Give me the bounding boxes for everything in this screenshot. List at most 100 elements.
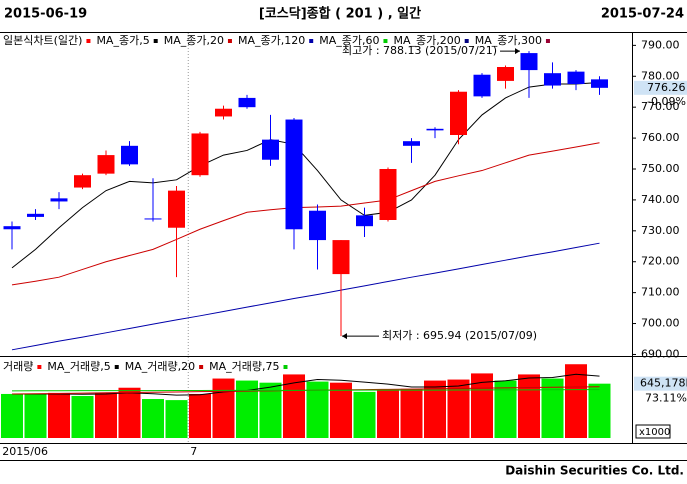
volume-bar bbox=[71, 395, 94, 438]
volume-bar bbox=[306, 381, 329, 438]
legend-dot bbox=[199, 365, 204, 369]
volume-box bbox=[634, 376, 687, 391]
legend-entry: MA_거래량,20 bbox=[125, 360, 195, 373]
y-tick-label: 790.00 bbox=[641, 38, 680, 51]
change-rate: -0.09% bbox=[647, 95, 686, 108]
volume-bar bbox=[353, 391, 376, 438]
legend-dot bbox=[309, 39, 314, 43]
arrow-head bbox=[342, 333, 347, 340]
legend-dot bbox=[383, 39, 388, 43]
legend-entry: MA_종가,120 bbox=[238, 34, 305, 47]
unit-box bbox=[635, 424, 671, 439]
legend-entry: MA_거래량,75 bbox=[209, 360, 279, 373]
candle-body bbox=[144, 218, 162, 220]
low-annotation: 최저가 : 695.94 (2015/07/09) bbox=[382, 329, 537, 342]
legend-dot bbox=[545, 39, 550, 43]
candle-body bbox=[520, 53, 538, 71]
volume-bar bbox=[518, 374, 540, 438]
candle-body bbox=[497, 67, 514, 81]
candle-body bbox=[27, 213, 44, 217]
ma-line bbox=[11, 81, 600, 269]
legend-title: 거래량 bbox=[3, 360, 33, 373]
legend-dot bbox=[114, 365, 119, 369]
end-date: 2015-07-24 bbox=[601, 7, 684, 22]
legend-dot bbox=[37, 365, 42, 369]
footer: Daishin Securities Co. Ltd. bbox=[505, 464, 684, 478]
volume-ratio: 73.11% bbox=[645, 392, 687, 405]
last-price: 776.26 bbox=[647, 81, 686, 94]
candle-body bbox=[215, 108, 232, 117]
candle-body bbox=[450, 91, 467, 135]
y-tick-label: 760.00 bbox=[641, 131, 680, 144]
y-tick-label: 690.00 bbox=[641, 347, 680, 360]
volume-bar bbox=[330, 382, 352, 438]
volume-bar bbox=[424, 380, 446, 438]
volume-bar bbox=[447, 379, 470, 438]
legend-entry: MA_종가,20 bbox=[164, 34, 224, 47]
volume-bar bbox=[541, 378, 564, 438]
candle-body bbox=[544, 73, 561, 86]
candle-body bbox=[591, 79, 608, 88]
volume-bar bbox=[494, 380, 517, 438]
volume-bar bbox=[565, 364, 587, 438]
y-tick-label: 710.00 bbox=[641, 286, 680, 299]
y-tick-label: 780.00 bbox=[641, 69, 680, 82]
legend-entry: MA_종가,200 bbox=[393, 34, 460, 47]
volume-bar bbox=[118, 387, 141, 438]
volume-bar bbox=[259, 382, 282, 438]
high-annotation: 최고가 : 788.13 (2015/07/21) bbox=[342, 44, 497, 57]
volume-bar bbox=[400, 388, 423, 438]
y-tick-label: 720.00 bbox=[641, 255, 680, 268]
legend-dot bbox=[86, 39, 91, 43]
volume-bar bbox=[24, 393, 47, 438]
volume-bar bbox=[212, 378, 235, 438]
candle-body bbox=[332, 240, 350, 275]
candle-body bbox=[238, 97, 256, 108]
candle-body bbox=[74, 175, 91, 188]
start-date: 2015-06-19 bbox=[4, 7, 87, 22]
candle-body bbox=[567, 71, 585, 84]
unit-label: x1000 bbox=[639, 427, 670, 438]
volume-bar bbox=[95, 392, 117, 438]
candle-body bbox=[356, 215, 373, 227]
candle-body bbox=[121, 145, 138, 165]
legend-dot bbox=[283, 365, 288, 369]
x-tick-label: 2015/06 bbox=[2, 445, 48, 458]
volume-bar bbox=[236, 380, 258, 438]
volume-bar bbox=[1, 393, 23, 438]
legend-entry: MA_종가,60 bbox=[319, 34, 379, 47]
y-tick-label: 740.00 bbox=[641, 193, 680, 206]
legend-dot bbox=[153, 39, 158, 43]
candle-body bbox=[285, 119, 303, 230]
arrow-head bbox=[515, 48, 520, 55]
price-box bbox=[634, 80, 687, 95]
candle-body bbox=[50, 198, 68, 202]
volume-bar bbox=[142, 399, 164, 438]
volume-bar bbox=[165, 400, 188, 438]
volume-bar bbox=[48, 392, 70, 438]
candle-body bbox=[309, 210, 326, 241]
legend-entry: MA_종가,300 bbox=[475, 34, 542, 47]
volume-label: 645,178K bbox=[640, 377, 687, 390]
legend-entry: MA_종가,5 bbox=[96, 34, 149, 47]
volume-bar bbox=[471, 373, 493, 438]
chart-title: [코스닥]종합 ( 201 ) , 일간 bbox=[259, 6, 421, 22]
candle-body bbox=[473, 74, 491, 97]
legend-dot bbox=[464, 39, 469, 43]
ma-line bbox=[11, 389, 600, 392]
candle-body bbox=[97, 155, 115, 174]
legend-title: 일본식차트(일간) bbox=[3, 33, 82, 47]
x-tick-label: 7 bbox=[190, 445, 197, 458]
candle-body bbox=[191, 133, 209, 176]
volume-bar bbox=[189, 393, 211, 438]
volume-bar bbox=[377, 389, 399, 438]
ma-line bbox=[12, 373, 600, 396]
candle-body bbox=[168, 190, 185, 228]
candle-body bbox=[3, 226, 21, 230]
y-tick-label: 700.00 bbox=[641, 317, 680, 330]
legend-dot bbox=[227, 39, 232, 43]
y-tick-label: 770.00 bbox=[641, 100, 680, 113]
volume-bar bbox=[588, 383, 611, 438]
ma-line bbox=[11, 242, 600, 351]
